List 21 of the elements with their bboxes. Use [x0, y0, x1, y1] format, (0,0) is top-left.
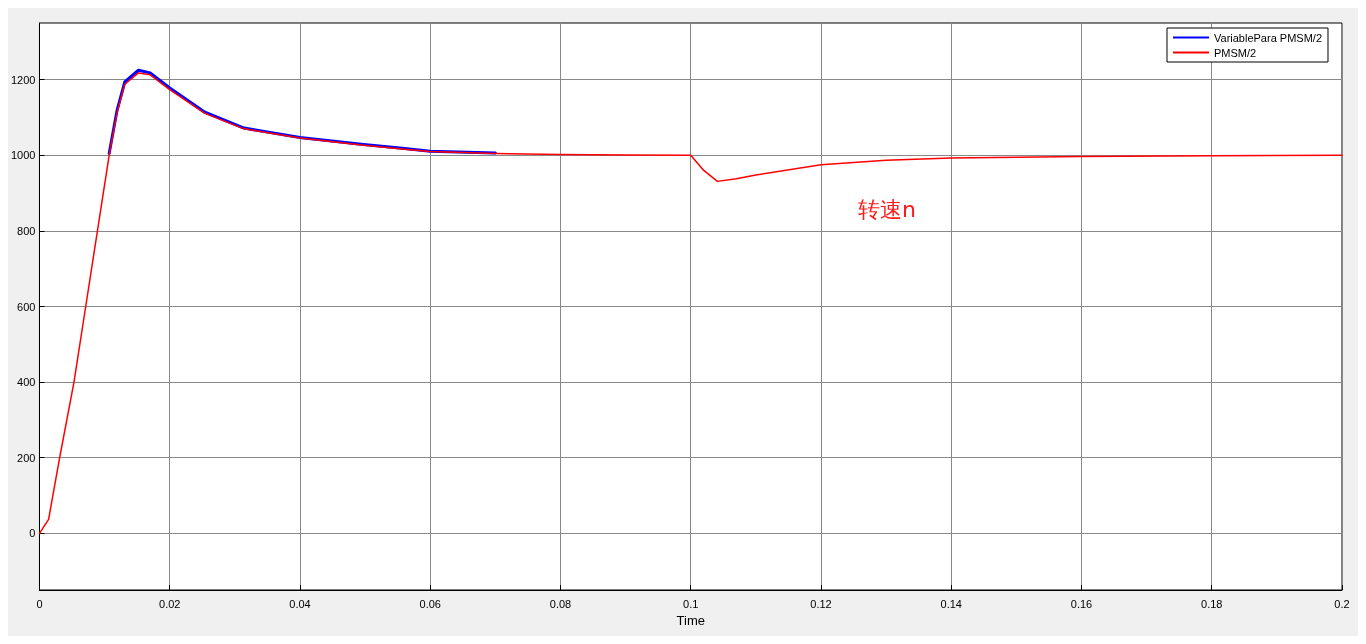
y-tick-label: 0	[29, 527, 36, 540]
x-tick-label: 0.02	[159, 597, 181, 610]
x-tick-label: 0.06	[419, 597, 441, 610]
y-tick-label: 400	[17, 376, 36, 389]
legend-label: VariablePara PMSM/2	[1213, 31, 1323, 44]
legend-label: PMSM/2	[1213, 46, 1257, 59]
x-tick-label: 0.12	[810, 597, 832, 610]
x-tick-label: 0.18	[1201, 597, 1223, 610]
annotation: 转速n	[858, 196, 916, 222]
x-tick-label: 0.08	[549, 597, 572, 610]
y-tick-label: 200	[17, 451, 36, 464]
x-tick-label: 0.16	[1070, 597, 1093, 610]
y-tick-label: 600	[17, 300, 36, 313]
x-tick-label: 0.14	[940, 597, 962, 610]
y-tick-label: 1000	[10, 149, 36, 162]
x-tick-label: 0.1	[683, 597, 699, 610]
y-tick-label: 1200	[10, 73, 36, 86]
x-tick-label: 0.2	[1334, 597, 1350, 610]
x-tick-label: 0.04	[289, 597, 311, 610]
y-tick-label: 800	[17, 224, 36, 237]
x-axis-title: Time	[676, 612, 705, 628]
